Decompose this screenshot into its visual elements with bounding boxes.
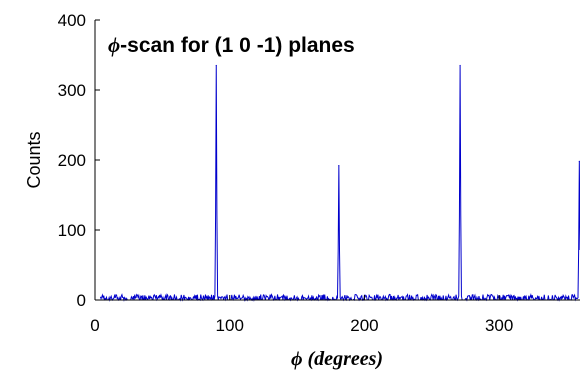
plot-area — [95, 20, 580, 300]
y-tick-label: 0 — [77, 291, 86, 310]
chart-title-text: -scan for (1 0 -1) planes — [120, 34, 355, 57]
y-tick-label: 200 — [58, 151, 86, 170]
chart-title-symbol: ϕ — [108, 33, 120, 57]
x-tick-label: 100 — [216, 316, 244, 335]
chart-title: ϕ-scan for (1 0 -1) planes — [108, 33, 355, 57]
peak-point — [338, 165, 340, 167]
peak-point — [459, 64, 461, 67]
peak-point — [215, 64, 217, 67]
x-tick-label: 300 — [485, 316, 513, 335]
y-tick-label: 300 — [58, 81, 86, 100]
x-axis-title: ϕ (degrees) — [291, 348, 383, 370]
x-tick-label: 0 — [90, 316, 99, 335]
ticks-layer: 0 100 200 300 400 0 100 200 300 — [58, 11, 514, 335]
y-tick-label: 400 — [58, 11, 86, 30]
x-tick-label: 200 — [350, 316, 378, 335]
y-axis-title: Counts — [24, 131, 44, 188]
y-tick-label: 100 — [58, 221, 86, 240]
